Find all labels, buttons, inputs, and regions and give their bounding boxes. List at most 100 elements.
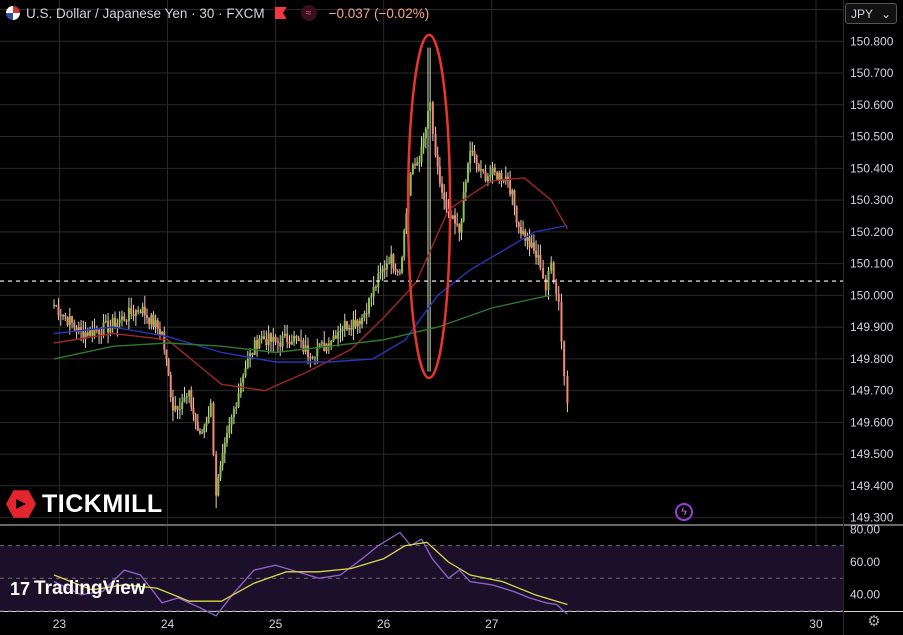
candle-body (436, 155, 439, 167)
candle-body (383, 268, 386, 270)
candle-body (242, 375, 245, 384)
candle-body (396, 271, 399, 273)
candle-body (205, 422, 208, 427)
indicator-badge-icon[interactable]: ≈ (300, 5, 317, 21)
candle-body (311, 356, 314, 359)
candle-body (515, 206, 518, 223)
candle-body (185, 396, 188, 398)
candle-body (95, 329, 98, 331)
broker-name: TICKMILL (42, 489, 163, 518)
candle-body (279, 342, 282, 347)
candle-body (522, 230, 525, 234)
candle-body (154, 320, 157, 328)
price-tick-label: 149.800 (850, 352, 894, 366)
price-tick-label: 150.100 (850, 257, 894, 271)
candle-body (150, 314, 153, 325)
candle-body (524, 230, 527, 241)
price-tick-label: 149.300 (850, 511, 894, 525)
candle-body (401, 257, 404, 273)
candle-body (325, 343, 328, 352)
candle-body (158, 328, 161, 335)
candle-body (221, 453, 224, 466)
candle-body (165, 349, 168, 359)
candle-body (542, 268, 545, 279)
flash-icon[interactable]: ϟ (675, 503, 693, 521)
candle-body (398, 271, 401, 273)
price-tick-label: 150.600 (850, 98, 894, 112)
candle-body (201, 432, 204, 434)
candle-body (374, 286, 377, 288)
candle-body (66, 316, 69, 326)
candle-body (225, 433, 228, 443)
candle-body (290, 341, 293, 345)
candle-body (343, 321, 346, 330)
candle-body (535, 250, 538, 258)
candle-body (365, 313, 368, 315)
candle-body (454, 215, 457, 224)
candle-body (418, 162, 421, 164)
candle-body (123, 316, 126, 321)
candle-body (148, 317, 151, 325)
candle-body (469, 150, 472, 164)
candle-body (256, 340, 259, 349)
candle-body (327, 343, 330, 348)
candle-body (98, 329, 101, 334)
candle-body (260, 336, 263, 339)
candle-body (80, 327, 83, 332)
price-tick-label: 149.600 (850, 415, 894, 429)
candle-body (152, 314, 155, 328)
price-tick-label: 150.500 (850, 130, 894, 144)
candle-body (300, 340, 303, 342)
candle-body (134, 310, 137, 316)
candle-body (337, 331, 340, 339)
candle-body (64, 315, 67, 317)
candles (53, 47, 569, 509)
candle-body (511, 190, 514, 195)
candle-body (491, 167, 494, 176)
candle-body (145, 315, 148, 318)
time-tick-label: 25 (269, 617, 283, 631)
price-tick-label: 150.000 (850, 288, 894, 302)
candle-body (288, 341, 291, 345)
moving-average-line (53, 294, 552, 360)
currency-selector[interactable]: JPY ⌄ (845, 3, 897, 24)
candle-body (258, 338, 261, 349)
price-tick-label: 150.300 (850, 193, 894, 207)
candle-body (361, 317, 364, 325)
candle-body (560, 301, 563, 342)
candle-body (479, 169, 482, 171)
candle-body (276, 341, 279, 343)
gear-icon[interactable]: ⚙ (867, 613, 881, 630)
rsi-line (53, 531, 568, 617)
candle-body (356, 320, 359, 327)
candle-body (196, 421, 199, 431)
candle-body (358, 320, 361, 325)
candle-body (281, 336, 284, 347)
candle-body (403, 230, 406, 258)
candle-body (445, 199, 448, 209)
tradingview-icon: 17 (10, 578, 31, 599)
candle-body (477, 164, 480, 171)
candle-body (498, 172, 501, 180)
symbol-header: U.S. Dollar / Japanese Yen · 30 · FXCM ≈… (6, 3, 429, 23)
candle-body (269, 333, 272, 342)
candle-body (59, 315, 62, 317)
candle-body (141, 306, 144, 313)
candle-body (167, 358, 170, 376)
candle-body (235, 406, 238, 409)
candle-body (381, 268, 384, 272)
candle-body (109, 326, 112, 333)
flag-icon[interactable] (274, 7, 287, 19)
candle-body (434, 133, 437, 156)
time-tick-label: 27 (485, 617, 499, 631)
candle-body (526, 237, 529, 241)
candle-body (422, 138, 425, 147)
time-tick-label: 24 (161, 617, 175, 631)
candle-body (73, 322, 76, 328)
candle-body (513, 190, 516, 207)
candle-body (363, 313, 366, 318)
candle-body (372, 286, 375, 297)
rsi-pane: 80.00 60.00 40.00 (0, 522, 880, 617)
candle-body (509, 180, 512, 195)
